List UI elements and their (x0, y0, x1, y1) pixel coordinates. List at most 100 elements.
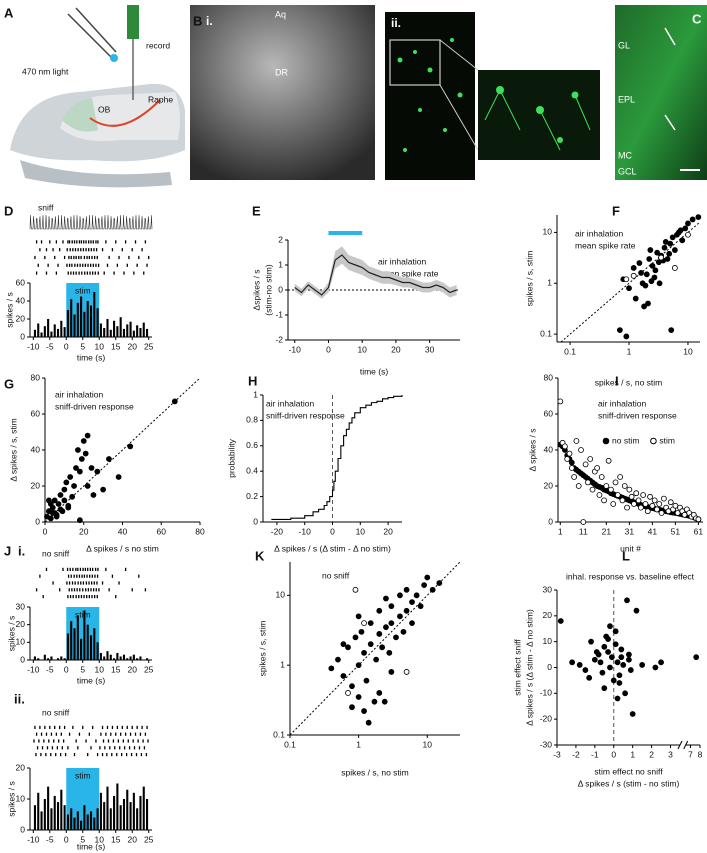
point (608, 486, 614, 493)
x-tick-label: 20 (391, 344, 401, 354)
point (355, 694, 362, 700)
annotation: air inhalation (266, 398, 314, 408)
point (328, 665, 335, 672)
point (588, 638, 594, 645)
point (361, 649, 367, 656)
histogram-bar (109, 808, 112, 830)
x-tick-label: 15 (111, 834, 121, 844)
point (652, 664, 659, 671)
x-tick-label: 5 (80, 341, 85, 351)
histogram-bar (40, 811, 43, 830)
histogram-bar (33, 329, 36, 337)
point (65, 504, 72, 511)
point (654, 249, 661, 256)
point (335, 656, 341, 663)
x-tick-label: 3 (668, 749, 673, 759)
axis-break (683, 740, 689, 750)
y-tick-label: 1 (280, 659, 285, 669)
point (603, 483, 610, 489)
histogram-bar (63, 658, 66, 660)
histogram-bar (63, 805, 66, 830)
histogram-bar (93, 292, 96, 337)
x-tick-label: 20 (127, 341, 137, 351)
point (622, 690, 629, 697)
point (627, 667, 634, 673)
histogram-bar (99, 323, 102, 337)
point (631, 501, 637, 507)
point (616, 327, 623, 333)
point (576, 662, 583, 668)
histogram-bar (96, 642, 99, 660)
y-tick-label: 40 (16, 295, 26, 305)
y-tick-label: 40 (544, 444, 554, 454)
x-tick-label: 30 (425, 344, 435, 354)
histogram-bar (70, 299, 73, 337)
point (365, 719, 372, 726)
histogram-bar (60, 656, 63, 660)
point (582, 461, 589, 468)
panel-letter: I (615, 373, 619, 388)
point (349, 683, 355, 690)
x-tick-label: 5 (80, 834, 85, 844)
point (585, 479, 591, 486)
histogram-bar (86, 624, 89, 660)
point (397, 592, 403, 599)
y-axis-label: spikes / s (6, 616, 16, 651)
legend-marker (602, 437, 610, 445)
cdf-line (271, 395, 403, 521)
x-axis-label: Δ spikes / s no stim (86, 543, 159, 553)
histogram-bar (119, 317, 122, 337)
histogram-bar (122, 799, 126, 830)
point (669, 234, 676, 241)
identity-line (560, 221, 701, 343)
point (591, 656, 598, 663)
point (393, 634, 399, 641)
point (636, 260, 643, 266)
point (171, 398, 178, 405)
point (67, 474, 74, 480)
point (617, 474, 624, 480)
histogram-bar (119, 805, 122, 830)
histogram-bar (66, 633, 69, 660)
histogram-bar (139, 656, 142, 660)
x-tick-label: 1 (356, 739, 361, 749)
point (61, 497, 68, 504)
y-axis-label: Δ spikes / s, stim (8, 418, 18, 481)
point (47, 515, 54, 522)
point (619, 497, 626, 504)
point (376, 690, 383, 696)
histogram-bar (80, 820, 83, 830)
y-tick-label: 0 (278, 284, 283, 294)
point (358, 628, 365, 635)
trace-label: sniff (38, 202, 54, 212)
point (127, 443, 134, 450)
x-tick-label: 60 (157, 526, 167, 536)
point (340, 673, 347, 679)
point (630, 272, 637, 279)
point (654, 506, 660, 513)
histogram-bar (113, 795, 116, 830)
point (45, 497, 52, 504)
histogram-bar (96, 308, 99, 337)
x-axis-label: time (s) (77, 352, 106, 362)
x-tick-label: 10 (95, 664, 105, 674)
point (674, 231, 680, 238)
x-axis-label: unit # (620, 543, 641, 553)
histogram-bar (70, 808, 73, 830)
point (61, 486, 68, 493)
point (586, 674, 593, 681)
subpanel-label: ii. (14, 691, 25, 706)
point (612, 641, 619, 648)
point (429, 586, 436, 593)
panel-letter: E (252, 203, 261, 218)
histogram-bar (119, 656, 122, 660)
histogram-bar (89, 811, 93, 830)
point (417, 603, 424, 610)
point (76, 517, 83, 524)
histogram-bar (132, 654, 135, 660)
point (641, 303, 647, 310)
y-tick-label: 20 (543, 610, 553, 620)
